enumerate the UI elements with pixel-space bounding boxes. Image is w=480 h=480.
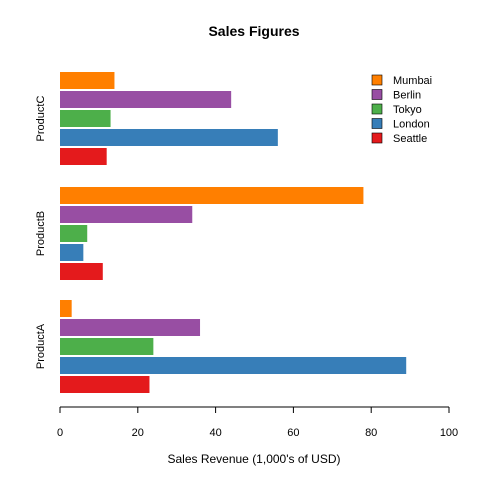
chart-title: Sales Figures <box>208 23 299 39</box>
legend-swatch-berlin <box>371 89 383 100</box>
x-tick-label-60: 60 <box>287 427 299 439</box>
legend-swatch-seattle <box>371 132 383 144</box>
category-label-producta: ProductA <box>35 323 47 369</box>
category-label-productb: ProductB <box>35 211 47 256</box>
x-tick-label-80: 80 <box>365 427 377 439</box>
bar-productc-seattle <box>60 148 107 165</box>
bar-producta-berlin <box>60 319 201 336</box>
bar-productc-tokyo <box>60 110 111 127</box>
bar-productb-tokyo <box>60 225 88 242</box>
legend-label-london: London <box>393 119 430 131</box>
bar-productb-london <box>60 244 84 261</box>
legend-label-seattle: Seattle <box>393 133 427 145</box>
legend-swatch-mumbai <box>371 74 383 86</box>
x-tick-label-100: 100 <box>440 427 458 439</box>
x-tick-label-40: 40 <box>209 427 221 439</box>
bars-group <box>60 72 407 393</box>
x-axis-label: Sales Revenue (1,000's of USD) <box>167 452 340 466</box>
legend-swatch-tokyo <box>371 103 383 115</box>
x-tick-label-20: 20 <box>132 427 144 439</box>
legend-label-mumbai: Mumbai <box>393 75 432 87</box>
legend-label-berlin: Berlin <box>393 90 421 102</box>
bar-productc-mumbai <box>60 72 115 89</box>
x-axis: 0 20 40 60 80 100 <box>57 406 458 439</box>
bar-productc-london <box>60 129 278 146</box>
legend-label-tokyo: Tokyo <box>393 104 422 116</box>
bar-productc-berlin <box>60 91 232 108</box>
x-tick-label-0: 0 <box>57 427 63 439</box>
category-label-productc: ProductC <box>35 96 47 142</box>
bar-producta-seattle <box>60 376 150 393</box>
bar-productb-mumbai <box>60 187 364 204</box>
bar-productb-seattle <box>60 263 103 280</box>
bar-producta-mumbai <box>60 300 72 317</box>
legend-swatch-london <box>371 118 383 129</box>
legend: Mumbai Berlin Tokyo London Seattle <box>371 74 432 145</box>
bar-producta-london <box>60 357 407 374</box>
bar-productb-berlin <box>60 206 193 223</box>
bar-producta-tokyo <box>60 338 154 355</box>
category-labels: ProductA ProductB ProductC <box>35 96 47 370</box>
